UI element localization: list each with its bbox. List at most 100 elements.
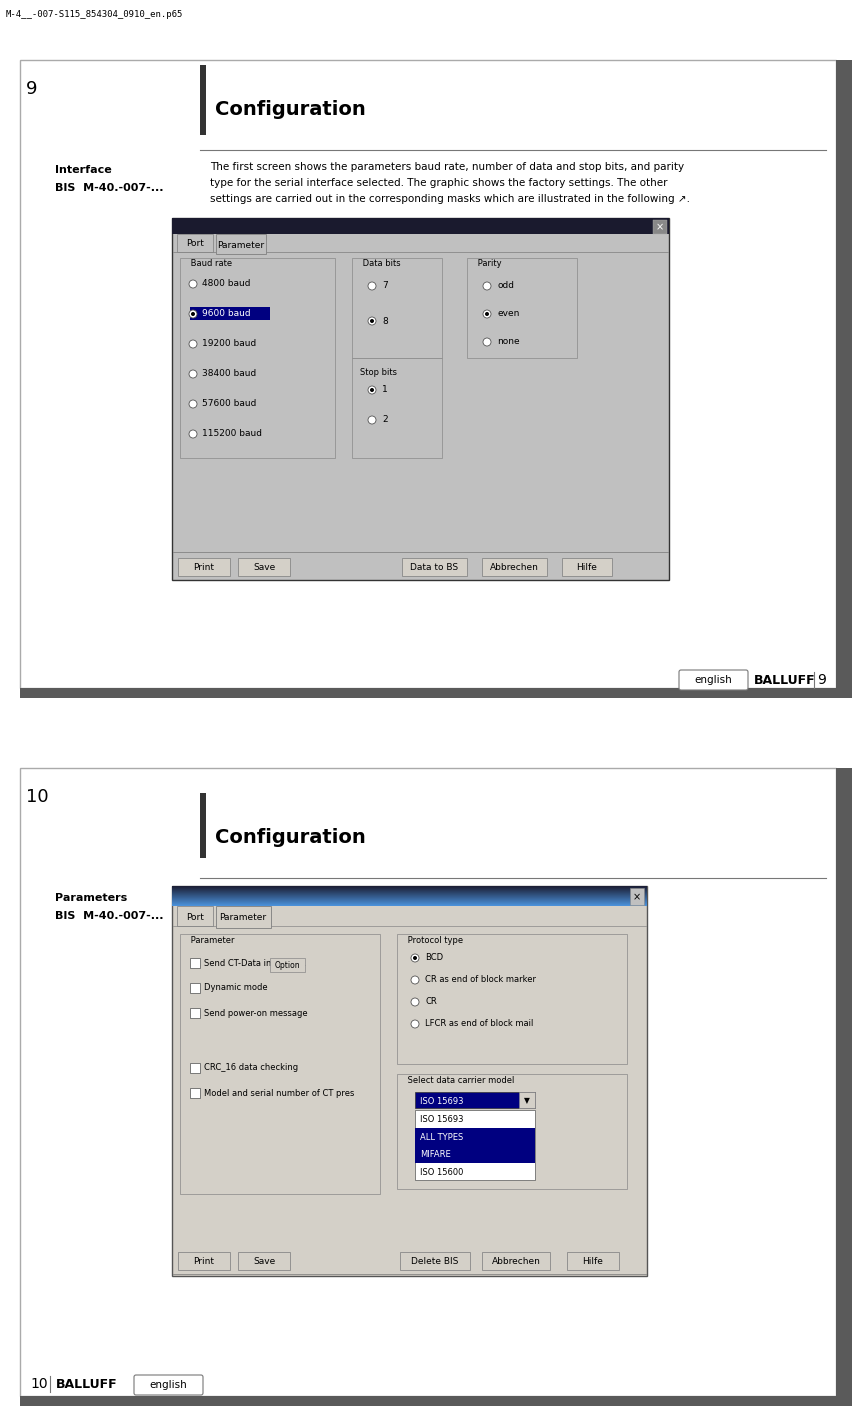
Bar xyxy=(402,558,467,575)
Text: CR as end of block marker: CR as end of block marker xyxy=(425,975,536,984)
Text: Port: Port xyxy=(186,912,204,921)
Bar xyxy=(482,558,547,575)
Bar xyxy=(562,558,612,575)
Text: 115200 baud: 115200 baud xyxy=(202,430,262,438)
Text: Delete BIS: Delete BIS xyxy=(412,1258,459,1267)
Text: settings are carried out in the corresponding masks which are illustrated in the: settings are carried out in the correspo… xyxy=(210,194,690,204)
Text: ISO 15600: ISO 15600 xyxy=(420,1168,463,1177)
Text: ×: × xyxy=(656,221,664,231)
Bar xyxy=(467,258,577,358)
Circle shape xyxy=(413,955,417,960)
Text: BALLUFF: BALLUFF xyxy=(754,674,815,687)
Bar xyxy=(172,894,647,895)
Text: CRC_16 data checking: CRC_16 data checking xyxy=(204,1064,298,1072)
Bar xyxy=(172,218,669,234)
Bar xyxy=(270,958,305,972)
Bar xyxy=(415,1128,535,1145)
Text: CR: CR xyxy=(425,998,437,1007)
Bar xyxy=(172,900,647,901)
Text: 9: 9 xyxy=(818,673,827,687)
Circle shape xyxy=(370,318,374,323)
Text: Select data carrier model: Select data carrier model xyxy=(405,1077,517,1085)
Bar xyxy=(172,218,669,580)
Text: ×: × xyxy=(633,892,641,902)
Text: BIS  M-40.-007-...: BIS M-40.-007-... xyxy=(55,183,164,193)
Bar xyxy=(397,934,627,1064)
Bar xyxy=(216,234,266,254)
Text: Baud rate: Baud rate xyxy=(188,258,235,268)
Text: Hilfe: Hilfe xyxy=(583,1258,604,1267)
Circle shape xyxy=(189,370,197,378)
Text: none: none xyxy=(497,337,520,347)
Bar xyxy=(836,768,852,1397)
Bar xyxy=(190,982,200,992)
Text: 10: 10 xyxy=(26,788,48,805)
Bar xyxy=(172,891,647,892)
Text: Data to BS: Data to BS xyxy=(411,564,459,573)
Bar xyxy=(216,905,271,928)
Text: Configuration: Configuration xyxy=(215,828,366,847)
Bar xyxy=(180,934,380,1194)
Text: Hilfe: Hilfe xyxy=(577,564,598,573)
Text: Parameter: Parameter xyxy=(218,240,264,250)
Bar xyxy=(172,902,647,904)
Text: M-4__-007-S115_854304_0910_en.p65: M-4__-007-S115_854304_0910_en.p65 xyxy=(6,10,183,19)
Text: Send power-on message: Send power-on message xyxy=(204,1008,307,1018)
Text: Option: Option xyxy=(274,961,300,970)
Bar xyxy=(190,307,270,320)
Bar xyxy=(172,885,647,1277)
Bar xyxy=(172,901,647,902)
Bar xyxy=(177,234,213,251)
Text: Configuration: Configuration xyxy=(215,100,366,119)
Circle shape xyxy=(370,388,374,393)
Bar xyxy=(172,894,647,895)
Circle shape xyxy=(411,975,419,984)
Text: 9600 baud: 9600 baud xyxy=(202,310,251,318)
Text: Stop bits: Stop bits xyxy=(360,368,397,377)
Text: BALLUFF: BALLUFF xyxy=(56,1378,118,1391)
Text: Port: Port xyxy=(186,240,204,248)
Bar xyxy=(519,1092,535,1108)
FancyBboxPatch shape xyxy=(679,670,748,690)
Circle shape xyxy=(483,310,491,318)
Text: Parity: Parity xyxy=(475,258,505,268)
Text: 4800 baud: 4800 baud xyxy=(202,280,251,288)
Bar xyxy=(172,891,647,892)
Text: english: english xyxy=(149,1379,187,1389)
Circle shape xyxy=(189,310,197,318)
Text: even: even xyxy=(497,310,519,318)
Text: type for the serial interface selected. The graphic shows the factory settings. : type for the serial interface selected. … xyxy=(210,178,667,188)
Text: Parameters: Parameters xyxy=(55,892,127,902)
Bar xyxy=(630,888,644,905)
Circle shape xyxy=(368,386,376,394)
Circle shape xyxy=(189,280,197,288)
Circle shape xyxy=(368,281,376,290)
Text: Data bits: Data bits xyxy=(360,258,403,268)
Circle shape xyxy=(189,430,197,438)
Text: MIFARE: MIFARE xyxy=(420,1150,451,1160)
Text: Print: Print xyxy=(194,564,214,573)
Text: 57600 baud: 57600 baud xyxy=(202,400,257,408)
Text: ALL TYPES: ALL TYPES xyxy=(420,1132,463,1142)
Text: ISO 15693: ISO 15693 xyxy=(420,1097,463,1105)
Circle shape xyxy=(485,311,489,316)
Circle shape xyxy=(483,281,491,290)
Bar xyxy=(482,1252,550,1269)
Bar xyxy=(172,892,647,894)
Bar xyxy=(352,358,442,458)
Bar xyxy=(172,898,647,900)
Text: Save: Save xyxy=(253,564,276,573)
Bar xyxy=(172,888,647,890)
Text: Protocol type: Protocol type xyxy=(405,935,466,945)
Bar xyxy=(190,958,200,968)
Bar xyxy=(20,1397,852,1407)
Text: Abbrechen: Abbrechen xyxy=(490,564,539,573)
Bar xyxy=(352,258,442,358)
Bar xyxy=(20,60,836,688)
Circle shape xyxy=(189,400,197,408)
Bar xyxy=(397,1074,627,1190)
Bar xyxy=(400,1252,470,1269)
Bar xyxy=(172,898,647,900)
Bar xyxy=(190,1008,200,1018)
Bar xyxy=(172,887,647,890)
